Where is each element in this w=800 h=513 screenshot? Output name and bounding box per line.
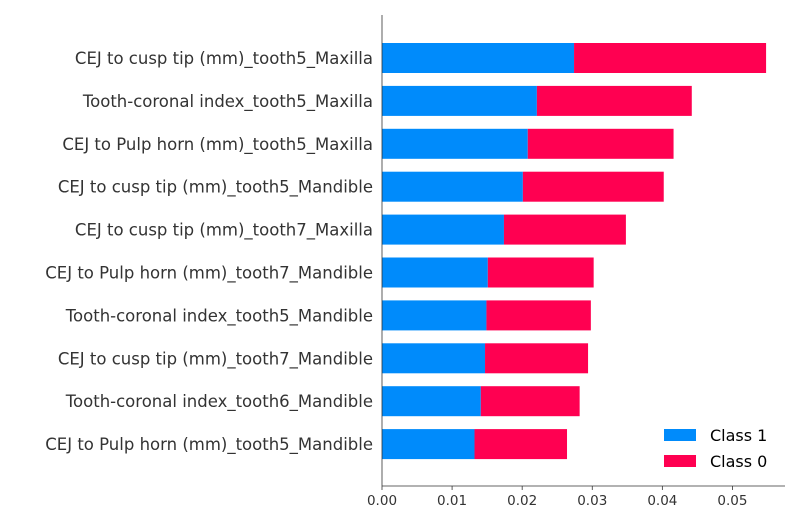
category-label: CEJ to cusp tip (mm)_tooth5_Maxilla	[75, 49, 373, 69]
category-labels: CEJ to cusp tip (mm)_tooth5_Maxilla Tooth…	[45, 49, 373, 455]
category-label: Tooth-coronal index_tooth5_Mandible	[65, 306, 373, 326]
x-tick-label: 0.04	[647, 493, 677, 509]
bar-class1-0	[382, 43, 575, 73]
bar-class1-1	[382, 85, 537, 116]
bar-class1-5	[382, 257, 488, 288]
bar-class0-9	[474, 429, 568, 460]
bar-class1-9	[382, 429, 475, 460]
category-label: Tooth-coronal index_tooth5_Maxilla	[82, 92, 373, 112]
x-tick-label: 0.02	[507, 493, 537, 509]
x-tick-label: 0.05	[717, 493, 747, 509]
bar-class1-4	[382, 214, 504, 245]
bar-class1-3	[382, 171, 523, 202]
bar-class0-0	[574, 43, 767, 73]
bar-class1-8	[382, 386, 481, 417]
legend-swatch-class0	[664, 455, 696, 467]
bar-class0-8	[480, 386, 580, 417]
legend-label: Class 0	[710, 452, 767, 471]
bar-class0-3	[522, 171, 664, 202]
category-label: CEJ to cusp tip (mm)_tooth7_Mandible	[58, 349, 373, 369]
category-label: CEJ to Pulp horn (mm)_tooth5_Maxilla	[62, 135, 373, 155]
legend: Class 1 Class 0	[664, 426, 767, 471]
category-label: CEJ to cusp tip (mm)_tooth5_Mandible	[58, 178, 373, 198]
x-tick-label: 0.03	[577, 493, 607, 509]
legend-swatch-class1	[664, 429, 696, 441]
bar-class1-6	[382, 300, 487, 331]
x-tick-label: 0.00	[367, 493, 397, 509]
bar-class1-7	[382, 343, 486, 374]
bar-class1-2	[382, 128, 528, 159]
bars-group	[382, 43, 767, 460]
bar-class0-7	[485, 343, 589, 374]
category-label: CEJ to Pulp horn (mm)_tooth7_Mandible	[45, 264, 373, 284]
bar-class0-4	[503, 214, 626, 245]
category-label: Tooth-coronal index_tooth6_Mandible	[65, 392, 373, 412]
legend-label: Class 1	[710, 426, 767, 445]
bar-class0-5	[487, 257, 594, 288]
bar-class0-1	[536, 85, 692, 116]
bar-class0-2	[527, 128, 674, 159]
x-axis-ticks: 0.00 0.01 0.02 0.03 0.04 0.05	[367, 486, 747, 509]
category-label: CEJ to cusp tip (mm)_tooth7_Maxilla	[75, 221, 373, 241]
bar-class0-6	[486, 300, 591, 331]
x-tick-label: 0.01	[437, 493, 467, 509]
category-label: CEJ to Pulp horn (mm)_tooth5_Mandible	[45, 435, 373, 455]
